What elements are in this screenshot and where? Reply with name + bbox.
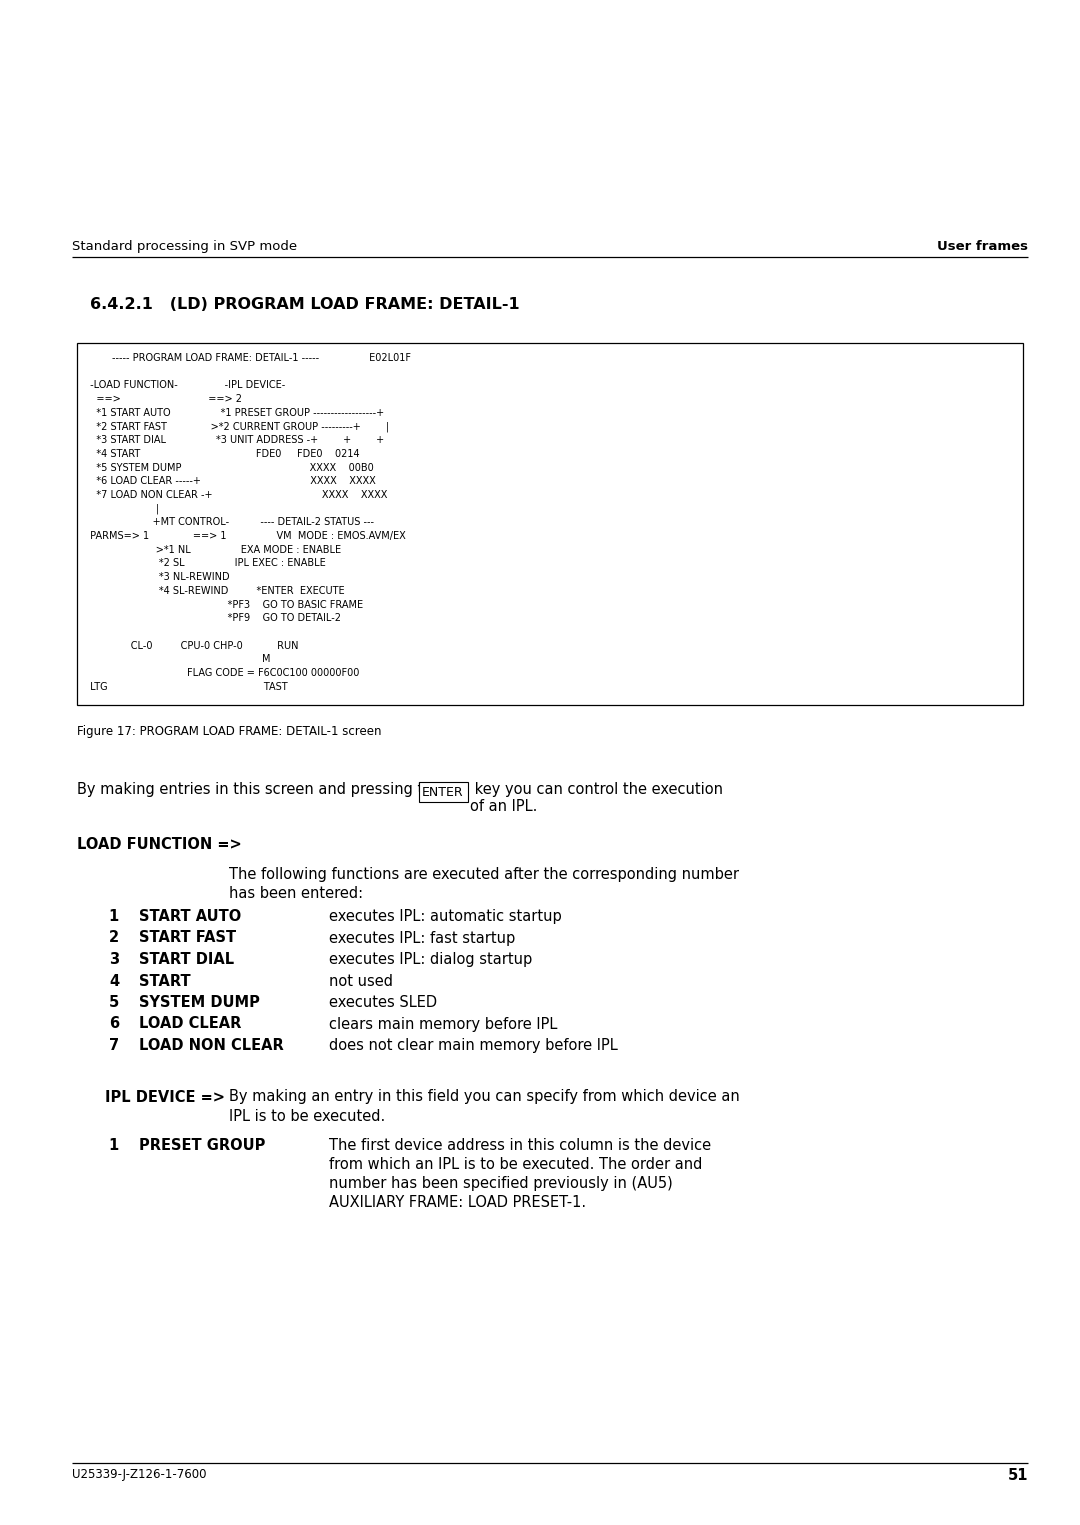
Text: *PF3    GO TO BASIC FRAME: *PF3 GO TO BASIC FRAME (87, 599, 363, 610)
Text: *2 START FAST              >*2 CURRENT GROUP ---------+        |: *2 START FAST >*2 CURRENT GROUP --------… (87, 421, 389, 432)
Text: *4 SL-REWIND         *ENTER  EXECUTE: *4 SL-REWIND *ENTER EXECUTE (87, 586, 345, 596)
Text: does not clear main memory before IPL: does not clear main memory before IPL (329, 1039, 618, 1052)
Text: -LOAD FUNCTION-               -IPL DEVICE-: -LOAD FUNCTION- -IPL DEVICE- (87, 380, 285, 390)
Text: 3: 3 (109, 952, 119, 967)
Text: executes IPL: automatic startup: executes IPL: automatic startup (329, 909, 562, 924)
Text: |: | (87, 503, 159, 514)
Text: START: START (139, 973, 191, 988)
Text: 1: 1 (109, 1138, 119, 1153)
Text: START FAST: START FAST (139, 930, 237, 946)
Text: 7: 7 (109, 1039, 119, 1052)
Text: User frames: User frames (937, 239, 1028, 253)
Text: By making entries in this screen and pressing the: By making entries in this screen and pre… (77, 782, 446, 798)
Text: key you can control the execution
of an IPL.: key you can control the execution of an … (470, 782, 723, 814)
Text: The first device address in this column is the device
from which an IPL is to be: The first device address in this column … (329, 1138, 711, 1211)
Text: executes IPL: dialog startup: executes IPL: dialog startup (329, 952, 532, 967)
Text: 4: 4 (109, 973, 119, 988)
Text: START DIAL: START DIAL (139, 952, 234, 967)
Text: PRESET GROUP: PRESET GROUP (139, 1138, 266, 1153)
Text: LTG                                                  TAST: LTG TAST (87, 682, 287, 692)
FancyBboxPatch shape (77, 343, 1023, 705)
Text: START AUTO: START AUTO (139, 909, 241, 924)
Text: 6.4.2.1   (LD) PROGRAM LOAD FRAME: DETAIL-1: 6.4.2.1 (LD) PROGRAM LOAD FRAME: DETAIL-… (90, 297, 519, 313)
Text: By making an entry in this field you can specify from which device an
IPL is to : By making an entry in this field you can… (229, 1089, 740, 1124)
Text: executes IPL: fast startup: executes IPL: fast startup (329, 930, 515, 946)
Text: *7 LOAD NON CLEAR -+                                   XXXX    XXXX: *7 LOAD NON CLEAR -+ XXXX XXXX (87, 490, 388, 500)
Text: clears main memory before IPL: clears main memory before IPL (329, 1017, 557, 1031)
Text: Standard processing in SVP mode: Standard processing in SVP mode (72, 239, 297, 253)
Text: M: M (87, 654, 270, 665)
FancyBboxPatch shape (419, 782, 468, 802)
Text: U25339-J-Z126-1-7600: U25339-J-Z126-1-7600 (72, 1469, 206, 1481)
Text: *4 START                                     FDE0     FDE0    0214: *4 START FDE0 FDE0 0214 (87, 448, 360, 459)
Text: 6: 6 (109, 1017, 119, 1031)
Text: >*1 NL                EXA MODE : ENABLE: >*1 NL EXA MODE : ENABLE (87, 544, 341, 555)
Text: *PF9    GO TO DETAIL-2: *PF9 GO TO DETAIL-2 (87, 613, 341, 624)
Text: 51: 51 (1008, 1469, 1028, 1482)
Text: *3 START DIAL                *3 UNIT ADDRESS -+        +        +: *3 START DIAL *3 UNIT ADDRESS -+ + + (87, 435, 384, 445)
Text: ==>                            ==> 2: ==> ==> 2 (87, 393, 242, 404)
Text: 5: 5 (109, 994, 119, 1010)
Text: LOAD CLEAR: LOAD CLEAR (139, 1017, 241, 1031)
Text: LOAD FUNCTION =>: LOAD FUNCTION => (77, 837, 242, 852)
Text: 1: 1 (109, 909, 119, 924)
Text: +MT CONTROL-          ---- DETAIL-2 STATUS ---: +MT CONTROL- ---- DETAIL-2 STATUS --- (87, 517, 374, 528)
Text: SYSTEM DUMP: SYSTEM DUMP (139, 994, 260, 1010)
Text: *5 SYSTEM DUMP                                         XXXX    00B0: *5 SYSTEM DUMP XXXX 00B0 (87, 462, 374, 473)
Text: Figure 17: PROGRAM LOAD FRAME: DETAIL-1 screen: Figure 17: PROGRAM LOAD FRAME: DETAIL-1 … (77, 724, 381, 738)
Text: IPL DEVICE =>: IPL DEVICE => (105, 1089, 225, 1104)
Text: executes SLED: executes SLED (329, 994, 437, 1010)
Text: *2 SL                IPL EXEC : ENABLE: *2 SL IPL EXEC : ENABLE (87, 558, 326, 569)
Text: LOAD NON CLEAR: LOAD NON CLEAR (139, 1039, 284, 1052)
Text: ENTER: ENTER (422, 785, 463, 799)
Text: FLAG CODE = F6C0C100 00000F00: FLAG CODE = F6C0C100 00000F00 (87, 668, 360, 679)
Text: *1 START AUTO                *1 PRESET GROUP ------------------+: *1 START AUTO *1 PRESET GROUP ----------… (87, 407, 384, 418)
Text: ----- PROGRAM LOAD FRAME: DETAIL-1 -----                E02L01F: ----- PROGRAM LOAD FRAME: DETAIL-1 -----… (87, 352, 411, 363)
Text: not used: not used (329, 973, 393, 988)
Text: *3 NL-REWIND: *3 NL-REWIND (87, 572, 230, 583)
Text: The following functions are executed after the corresponding number
has been ent: The following functions are executed aft… (229, 868, 739, 901)
Text: CL-0         CPU-0 CHP-0           RUN: CL-0 CPU-0 CHP-0 RUN (87, 640, 298, 651)
Text: 2: 2 (109, 930, 119, 946)
Text: PARMS=> 1              ==> 1                VM  MODE : EMOS.AVM/EX: PARMS=> 1 ==> 1 VM MODE : EMOS.AVM/EX (87, 531, 406, 541)
Text: *6 LOAD CLEAR -----+                                   XXXX    XXXX: *6 LOAD CLEAR -----+ XXXX XXXX (87, 476, 376, 486)
